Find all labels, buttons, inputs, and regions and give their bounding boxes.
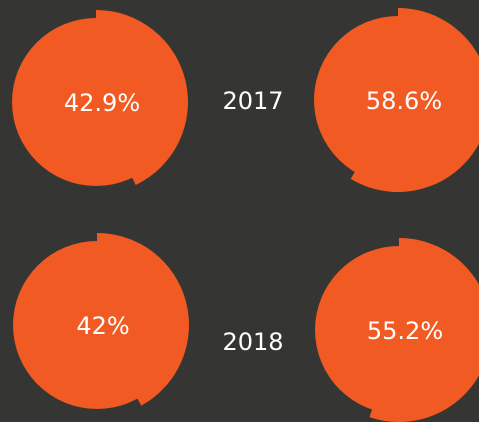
value-label: 55.2% bbox=[367, 317, 443, 345]
year-label: 2018 bbox=[222, 328, 283, 356]
year-label: 2017 bbox=[222, 87, 283, 115]
value-wedge bbox=[96, 10, 189, 185]
value-wedge bbox=[97, 233, 190, 406]
value-wedge bbox=[350, 8, 479, 192]
value-label: 42.9% bbox=[64, 89, 140, 117]
value-label: 42% bbox=[76, 312, 129, 340]
value-label: 58.6% bbox=[366, 87, 442, 115]
value-wedge bbox=[369, 238, 479, 422]
